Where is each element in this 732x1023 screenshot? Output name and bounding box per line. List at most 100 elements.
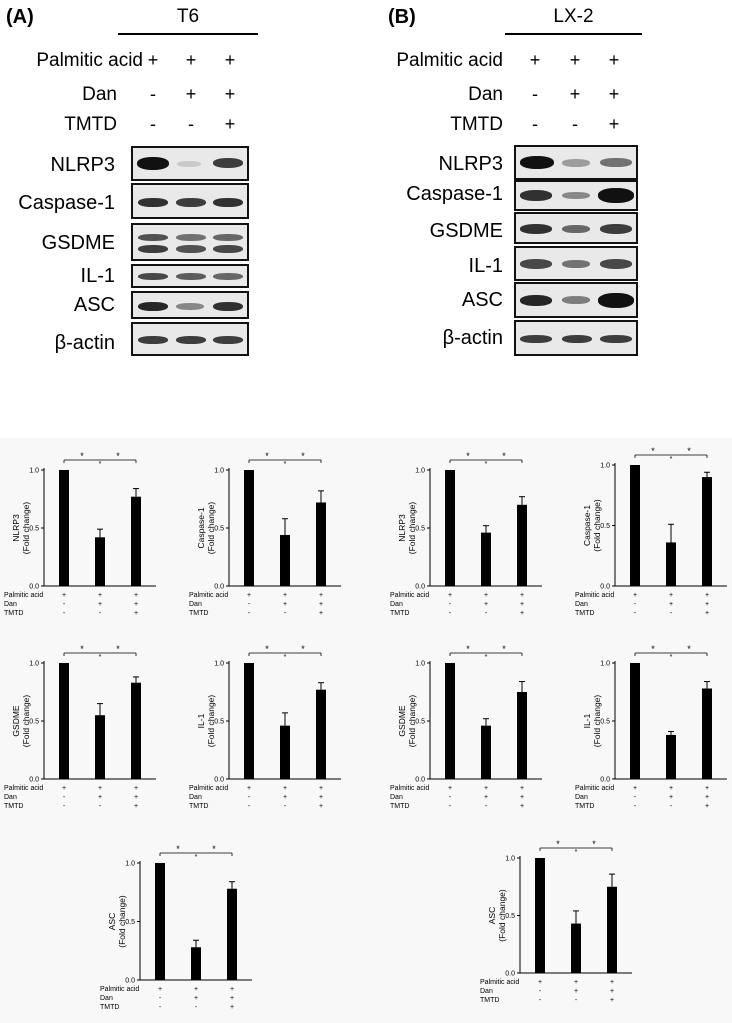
- x-row-label: Dan: [4, 794, 17, 801]
- y-tick-label: 0.5: [600, 523, 610, 530]
- bar: [316, 502, 326, 586]
- y-tick-label: 0.5: [214, 719, 224, 726]
- significance-mark: *: [265, 451, 269, 461]
- y-tick-label: 1.0: [415, 661, 425, 668]
- bar: [445, 663, 455, 779]
- x-row-label: TMTD: [390, 610, 409, 617]
- x-row-sign: -: [485, 610, 488, 617]
- x-row-label: TMTD: [575, 610, 594, 617]
- y-axis-label: GSDME(Fold change): [397, 695, 417, 748]
- x-row-label: Palmitic acid: [189, 592, 228, 599]
- x-row-sign: +: [230, 995, 234, 1002]
- x-row-sign: -: [99, 610, 102, 617]
- treatment-sign: -: [532, 114, 538, 134]
- y-tick-label: 0.0: [29, 777, 39, 784]
- treatment-label-palmitic-acid-b: Palmitic acid: [396, 50, 503, 71]
- x-row-sign: +: [98, 785, 102, 792]
- treatment-sign: +: [147, 50, 159, 70]
- significance-mark: *: [99, 461, 102, 468]
- panel-letter-a: (A): [6, 6, 34, 28]
- bar: [630, 663, 640, 779]
- x-row-label: TMTD: [480, 997, 499, 1004]
- x-row-sign: -: [449, 601, 452, 608]
- bar: [630, 465, 640, 586]
- treatment-sign: +: [529, 50, 541, 70]
- x-row-sign: +: [283, 794, 287, 801]
- blot-band: [138, 234, 168, 241]
- bar: [702, 477, 712, 586]
- significance-mark: *: [502, 451, 506, 461]
- y-axis-label: Caspase-1(Fold change): [196, 502, 216, 555]
- x-row-sign: +: [158, 986, 162, 993]
- bar: [244, 663, 254, 779]
- x-row-sign: +: [705, 794, 709, 801]
- x-row-sign: +: [448, 785, 452, 792]
- significance-mark: *: [176, 844, 180, 854]
- x-row-label: TMTD: [575, 803, 594, 810]
- x-row-label: Palmitic acid: [390, 592, 429, 599]
- x-row-label: TMTD: [4, 803, 23, 810]
- bar: [517, 692, 527, 779]
- x-row-sign: +: [134, 592, 138, 599]
- blot-band: [176, 234, 206, 241]
- y-axis-label: NLRP3(Fold change): [11, 502, 31, 555]
- x-row-label: TMTD: [100, 1004, 119, 1011]
- treatment-sign: -: [150, 114, 156, 134]
- x-row-sign: -: [248, 601, 251, 608]
- x-row-sign: -: [63, 601, 66, 608]
- x-row-sign: +: [134, 803, 138, 810]
- x-row-sign: +: [283, 592, 287, 599]
- x-row-sign: +: [520, 610, 524, 617]
- significance-mark: *: [116, 644, 120, 654]
- y-tick-label: 1.0: [214, 661, 224, 668]
- x-row-sign: +: [520, 803, 524, 810]
- x-row-sign: +: [705, 601, 709, 608]
- y-tick-label: 0.5: [29, 526, 39, 533]
- significance-mark: *: [466, 451, 470, 461]
- x-row-sign: -: [634, 601, 637, 608]
- treatment-label-tmtd-b: TMTD: [450, 114, 503, 135]
- blot-label-nlrp3-b: NLRP3: [438, 153, 503, 175]
- x-row-sign: +: [230, 1004, 234, 1011]
- x-row-label: Dan: [189, 601, 202, 608]
- y-tick-label: 0.0: [125, 978, 135, 985]
- x-row-label: Palmitic acid: [575, 785, 614, 792]
- blot-band: [600, 259, 632, 269]
- y-tick-label: 1.0: [600, 463, 610, 470]
- significance-mark: *: [466, 644, 470, 654]
- x-row-sign: +: [705, 592, 709, 599]
- y-tick-label: 1.0: [600, 661, 610, 668]
- blot-band: [213, 245, 243, 253]
- x-row-sign: -: [284, 610, 287, 617]
- bar-chart-a-gsdme: 0.0 0.5 1.0 * * * GSDME(Fold change) Palmitic a…: [4, 644, 156, 810]
- significance-mark: *: [687, 446, 691, 456]
- blot-band: [600, 224, 632, 234]
- x-row-sign: +: [610, 979, 614, 986]
- x-row-sign: +: [484, 601, 488, 608]
- x-row-sign: +: [134, 794, 138, 801]
- bar: [280, 534, 290, 586]
- panel-letter-b: (B): [388, 6, 416, 28]
- x-row-sign: +: [610, 988, 614, 995]
- x-row-label: Palmitic acid: [100, 986, 139, 993]
- x-row-sign: +: [134, 601, 138, 608]
- x-row-sign: -: [575, 997, 578, 1004]
- blot-band: [520, 295, 552, 306]
- significance-mark: *: [301, 644, 305, 654]
- y-axis-label: ASC(Fold change): [107, 895, 127, 948]
- bar: [191, 947, 201, 980]
- blot-band: [520, 156, 554, 169]
- treatment-sign: +: [608, 84, 620, 104]
- blot-band: [600, 158, 632, 167]
- significance-mark: *: [116, 451, 120, 461]
- significance-mark: *: [212, 844, 216, 854]
- x-row-sign: -: [159, 995, 162, 1002]
- x-row-label: Palmitic acid: [480, 979, 519, 986]
- x-row-sign: +: [520, 785, 524, 792]
- y-axis-label: GSDME(Fold change): [11, 695, 31, 748]
- blot-label-beta-actin-a: β-actin: [54, 332, 115, 354]
- x-row-label: Dan: [575, 601, 588, 608]
- treatment-sign: +: [608, 114, 620, 134]
- blot-band: [562, 296, 590, 304]
